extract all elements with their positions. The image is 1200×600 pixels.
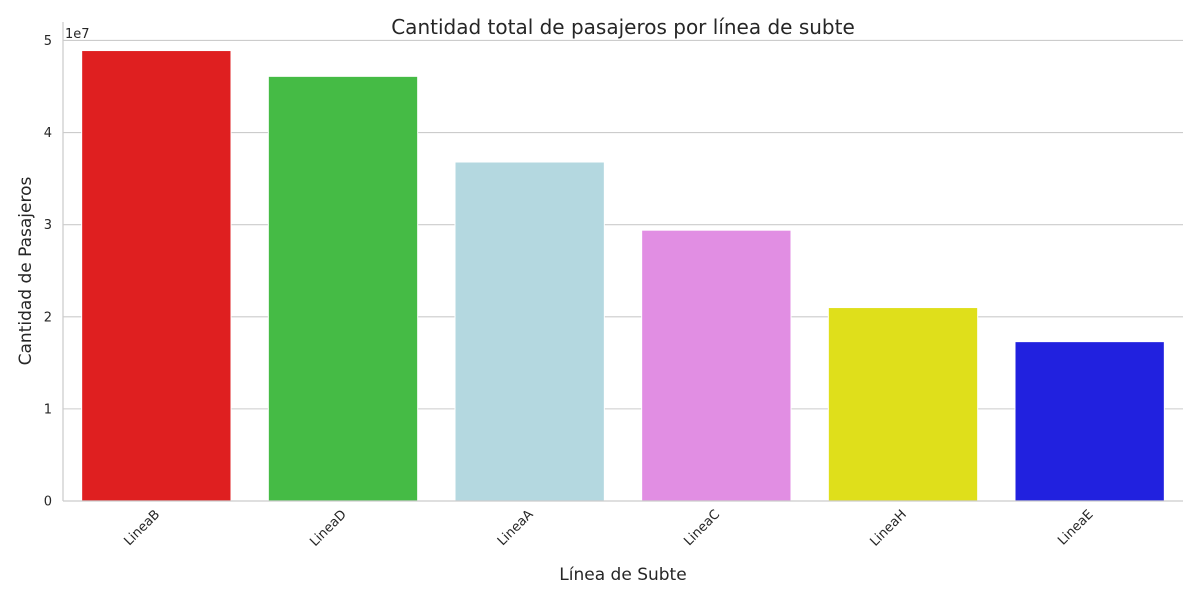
x-tick-label: LineaE bbox=[1055, 507, 1096, 548]
y-axis-offset-label: 1e7 bbox=[65, 27, 90, 42]
x-tick-label: LineaH bbox=[868, 507, 910, 549]
x-axis-label: Línea de Subte bbox=[559, 565, 686, 585]
x-tick-label: LineaC bbox=[681, 507, 723, 549]
bar-lineac bbox=[641, 229, 792, 502]
bars bbox=[81, 50, 1165, 502]
y-tick-label: 4 bbox=[44, 126, 52, 141]
x-tick-label: LineaB bbox=[121, 507, 163, 549]
bar-lineah bbox=[827, 307, 979, 502]
y-axis-label: Cantidad de Pasajeros bbox=[16, 176, 36, 365]
bar-lineaa bbox=[454, 161, 605, 502]
y-tick-labels: 0 1 2 3 4 5 bbox=[44, 34, 52, 510]
y-tick-label: 5 bbox=[44, 34, 52, 49]
x-tick-label: LineaD bbox=[307, 507, 349, 549]
bar-lineae bbox=[1014, 341, 1165, 502]
bar-lineab bbox=[81, 50, 232, 502]
chart-title: Cantidad total de pasajeros por línea de… bbox=[391, 15, 855, 39]
x-tick-labels: LineaB LineaD LineaA LineaC LineaH LineaE bbox=[121, 507, 1096, 550]
y-tick-label: 1 bbox=[44, 402, 52, 417]
y-tick-label: 0 bbox=[44, 495, 52, 510]
bar-linead bbox=[267, 75, 419, 502]
axes bbox=[62, 22, 1183, 502]
x-tick-label: LineaA bbox=[495, 507, 537, 549]
y-tick-label: 3 bbox=[44, 218, 52, 233]
y-tick-label: 2 bbox=[44, 310, 52, 325]
gridlines bbox=[63, 39, 1183, 410]
